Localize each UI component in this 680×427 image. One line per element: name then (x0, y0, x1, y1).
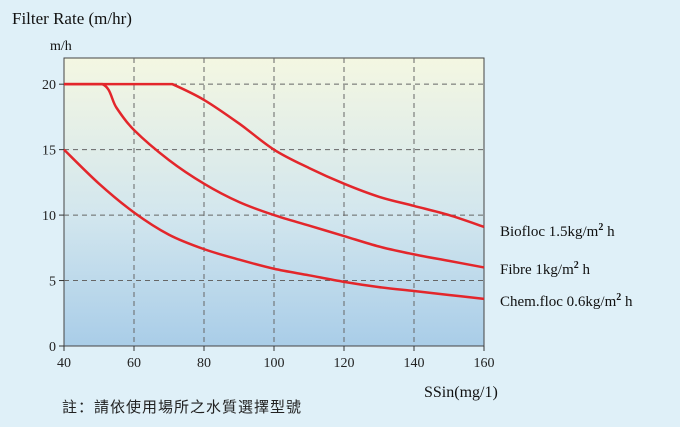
x-axis-label: SSin(mg/1) (424, 384, 498, 401)
series-line-chem-floc (63, 148, 485, 301)
y-tick-label: 15 (42, 144, 56, 159)
x-tick-label: 100 (264, 356, 285, 371)
legend-biofloc: Biofloc 1.5kg/m2 h (500, 222, 615, 240)
x-tick-label: 160 (474, 356, 495, 371)
series-lines (63, 82, 485, 301)
selection-note: 註：請依使用場所之水質選擇型號 (62, 398, 303, 416)
x-tick-label: 40 (57, 356, 71, 371)
x-tick-label: 60 (127, 356, 141, 371)
series-line-fibre (64, 82, 485, 269)
y-tick-label: 20 (42, 78, 56, 93)
x-tick-label: 140 (404, 356, 425, 371)
y-tick-label: 10 (42, 209, 56, 224)
y-tick-label: 5 (49, 275, 56, 290)
axis-ticks: 40 60 80 100 120 140 160 0 5 10 15 20 (42, 78, 495, 371)
legend-fibre: Fibre 1kg/m2 h (500, 260, 591, 278)
legend-chem-floc: Chem.floc 0.6kg/m2 h (500, 292, 633, 310)
x-tick-label: 80 (197, 356, 211, 371)
y-axis-unit: m/h (50, 39, 72, 54)
series-line-biofloc (64, 82, 485, 229)
x-tick-label: 120 (334, 356, 355, 371)
chart-title: Filter Rate (m/hr) (12, 9, 132, 28)
y-tick-label: 0 (49, 340, 56, 355)
